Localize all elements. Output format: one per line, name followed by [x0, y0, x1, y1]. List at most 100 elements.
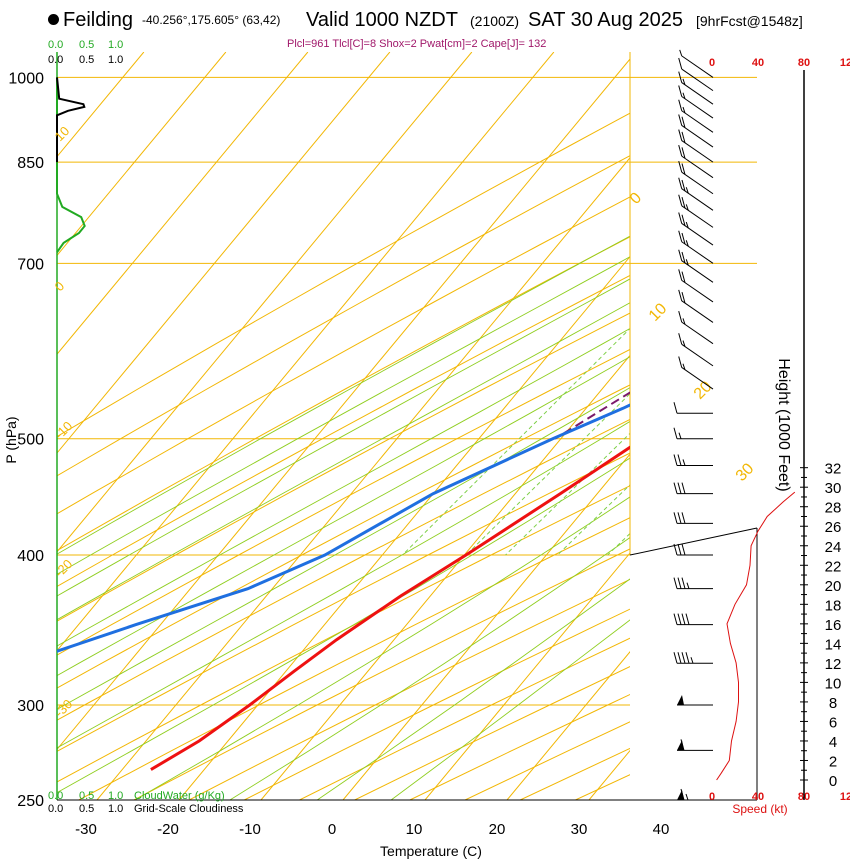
barb-half-flag	[678, 432, 682, 439]
mixing-ratio-line	[653, 52, 850, 555]
barb-staff	[681, 155, 714, 179]
barb-flag	[678, 212, 683, 224]
wind-barb	[673, 402, 713, 414]
moist-adiabat-line	[134, 496, 630, 800]
height-tick-label: 22	[825, 558, 842, 575]
wind-barb	[673, 512, 713, 524]
cloudwater-trace	[56, 77, 86, 253]
pressure-tick-label: 700	[17, 256, 44, 273]
cloudiness-tick-top: 0.0	[48, 54, 63, 66]
height-tick-label: 30	[825, 480, 842, 497]
barb-flag	[678, 144, 683, 157]
height-axis-title: Height (1000 Feet)	[775, 358, 792, 491]
dry-adiabat-line	[57, 196, 630, 515]
dry-adiabat-line	[133, 548, 630, 800]
barb-half-flag	[682, 106, 686, 114]
barb-staff	[681, 279, 714, 303]
height-tick-label: 12	[825, 656, 842, 673]
frame-diagonal	[629, 527, 758, 556]
barb-flag	[681, 179, 686, 192]
isotherm-line	[96, 157, 630, 800]
thermo-grid: 123581220	[57, 52, 850, 800]
moist-adiabat-line	[57, 256, 630, 575]
barb-staff	[681, 140, 714, 163]
barb-flag	[678, 356, 683, 368]
barb-flag	[681, 482, 686, 494]
x-tick-label: 10	[406, 821, 423, 838]
barb-half-flag	[679, 49, 683, 57]
valid-time: Valid 1000 NZDT	[306, 9, 458, 31]
barb-flag	[678, 57, 683, 70]
wind-speed-trace	[716, 491, 796, 781]
dry-adiabat-line	[57, 236, 630, 552]
cloudwater-axis-label: CloudWater (g/Kg)	[134, 790, 225, 802]
dry-adiabat-line	[57, 274, 630, 588]
barb-flag	[673, 652, 678, 664]
isotherm-label: -20	[52, 556, 76, 580]
wind-barb	[678, 212, 714, 246]
cloudwater-tick-bottom: 1.0	[108, 790, 123, 802]
barb-flag	[677, 577, 682, 589]
x-tick-label: -20	[157, 821, 179, 838]
barb-flag	[673, 543, 678, 556]
wind-barb	[678, 230, 714, 264]
barb-flag	[678, 177, 683, 189]
mixing-ratio-line	[505, 432, 630, 556]
dry-adiabat-line	[57, 312, 630, 622]
barb-flag	[680, 788, 685, 801]
speed-tick-bottom: 12	[840, 791, 850, 803]
height-tick-label: 18	[825, 597, 842, 614]
title-bar: Feilding -40.256°,175.605° (63,42) Valid…	[0, 0, 850, 50]
moist-adiabat-line	[57, 457, 630, 794]
isotherm-label: 10	[646, 300, 671, 325]
station-name: Feilding	[63, 9, 134, 31]
barb-flag	[678, 85, 683, 97]
dry-adiabat-line	[519, 747, 630, 800]
barb-staff	[681, 241, 714, 264]
height-tick-label: 6	[829, 714, 837, 731]
barb-flag	[681, 131, 686, 143]
wind-barb	[677, 739, 713, 751]
barb-flag	[678, 99, 683, 111]
wind-barb	[677, 788, 713, 801]
valid-date: SAT 30 Aug 2025	[528, 9, 683, 31]
pressure-tick-label: 300	[17, 698, 44, 715]
speed-tick-top: 80	[798, 57, 810, 69]
cloudiness-trace	[56, 77, 86, 163]
barb-half-flag	[682, 363, 686, 370]
isotherm-label: 10	[52, 123, 73, 144]
wind-barb	[678, 269, 714, 303]
dry-adiabat-line	[631, 52, 850, 800]
height-tick-label: 4	[829, 734, 837, 751]
wind-barb	[678, 114, 714, 148]
barb-flag	[678, 129, 683, 141]
moist-adiabat-line	[229, 537, 630, 800]
height-tick-label: 8	[829, 695, 837, 712]
barb-flag	[677, 482, 682, 494]
barb-flag	[681, 147, 686, 159]
barb-flag	[678, 230, 683, 242]
barb-flag	[680, 739, 685, 751]
wind-barb	[678, 71, 714, 105]
height-tick-label: 16	[825, 617, 842, 634]
speed-tick-bottom: 0	[709, 791, 715, 803]
pressure-tick-label: 850	[17, 155, 44, 172]
pressure-tick-label: 1000	[8, 70, 44, 87]
barb-half-flag	[682, 92, 686, 99]
isotherm-line	[342, 453, 630, 800]
barb-flag	[681, 251, 686, 264]
speed-tick-top: 40	[752, 57, 764, 69]
barb-staff	[681, 367, 714, 390]
dry-adiabat-line	[78, 517, 630, 800]
barb-flag	[677, 543, 682, 556]
wind-barb	[678, 177, 714, 211]
isotherm-label: -30	[52, 696, 76, 720]
x-tick-label: 40	[653, 821, 670, 838]
isotherm-line	[57, 52, 473, 553]
height-tick-label: 24	[825, 539, 842, 556]
moist-adiabat-line	[57, 302, 630, 621]
barb-flag	[681, 577, 686, 589]
barb-half-flag	[685, 187, 689, 194]
cloudwater-tick-top: 0.5	[79, 39, 94, 51]
barb-flag	[681, 613, 686, 625]
